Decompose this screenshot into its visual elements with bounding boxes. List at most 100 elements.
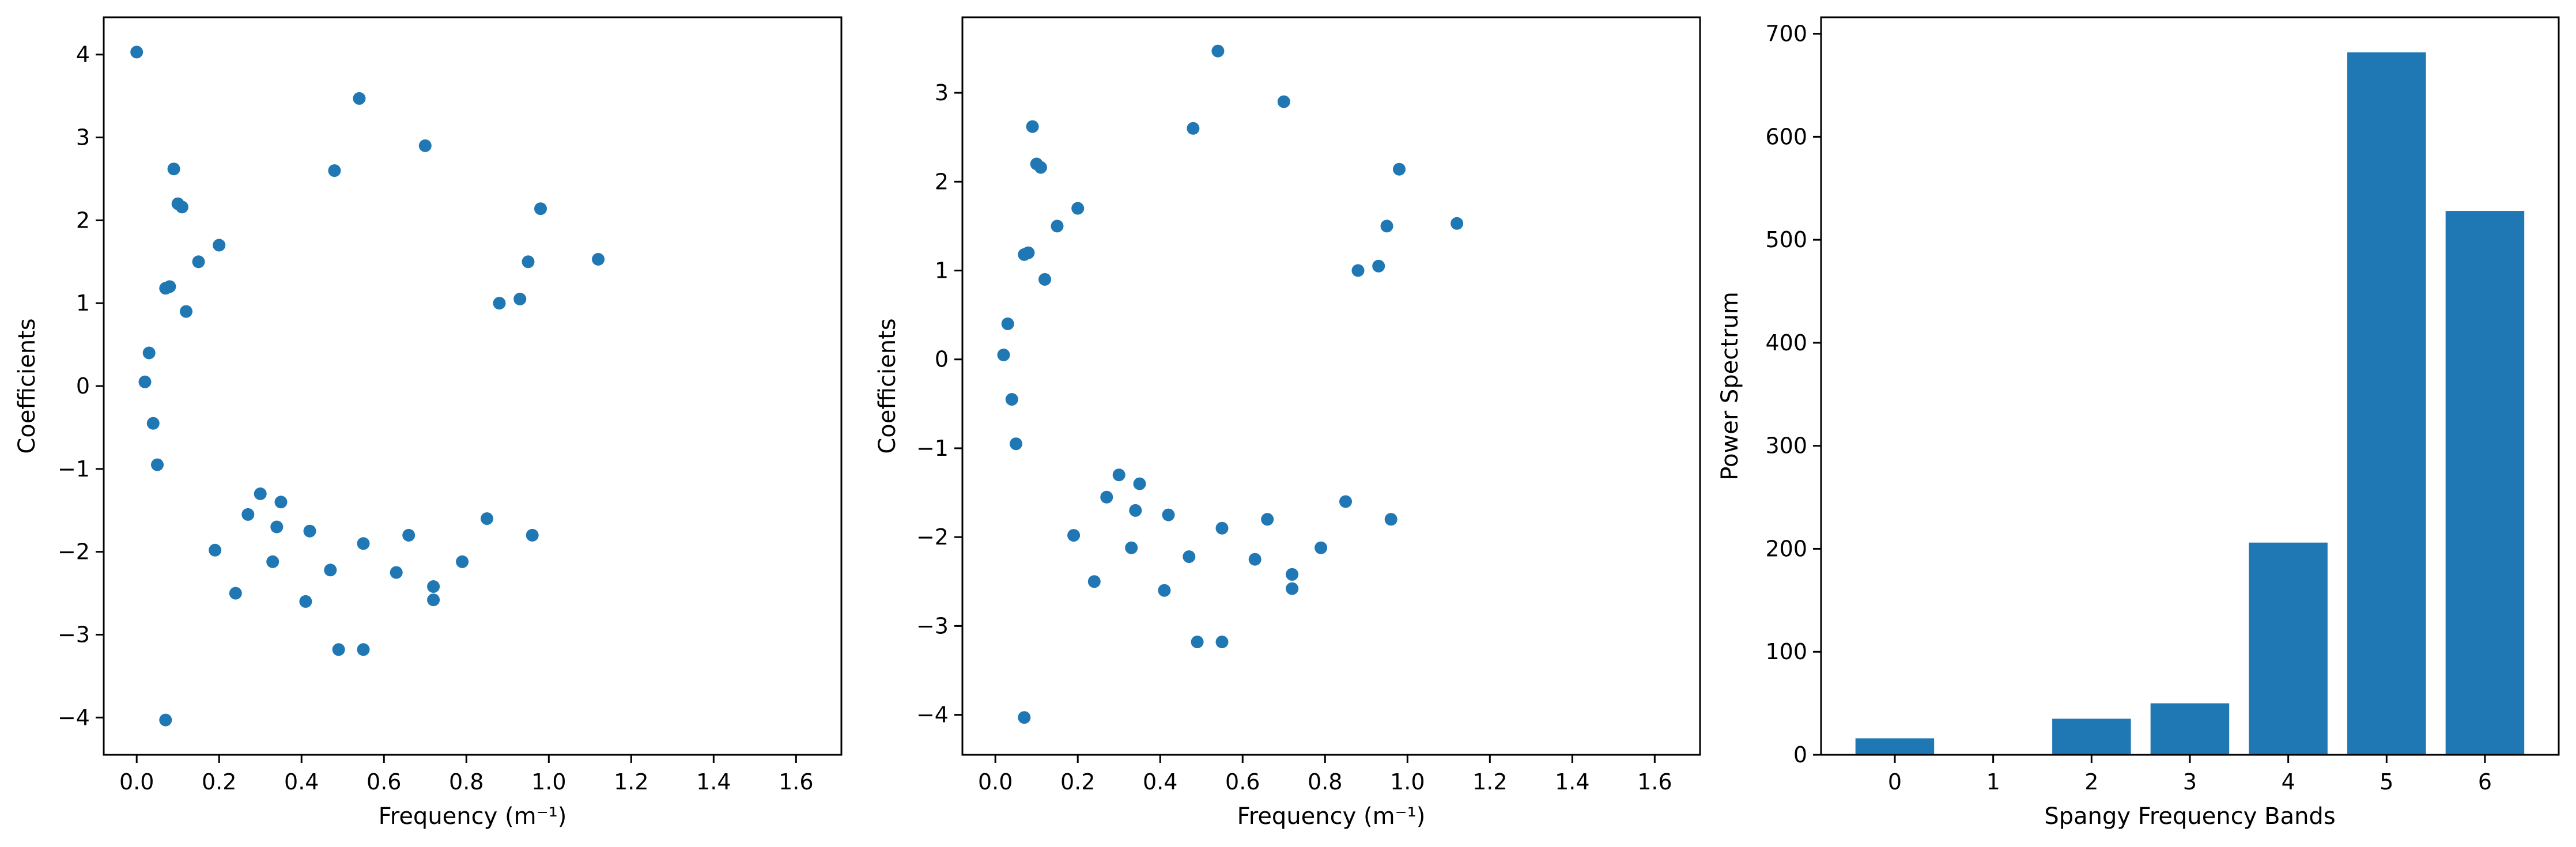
y-tick-label: 1 <box>76 290 90 316</box>
data-point <box>1162 508 1175 521</box>
y-tick-label: −3 <box>916 613 949 638</box>
data-point <box>592 253 605 266</box>
data-point <box>138 375 152 388</box>
data-point <box>151 458 164 471</box>
x-tick-label: 1.0 <box>1390 769 1425 795</box>
data-point <box>1112 468 1125 482</box>
bar-band-5 <box>2347 52 2426 755</box>
y-tick-label: 500 <box>1765 227 1807 252</box>
y-tick-label: −4 <box>916 702 949 728</box>
data-point <box>1038 273 1051 286</box>
data-point <box>353 92 366 105</box>
data-point <box>270 520 284 534</box>
data-point <box>534 202 547 215</box>
bar-band-6 <box>2445 211 2525 755</box>
y-tick-label: 300 <box>1765 433 1807 459</box>
panel-1-frame <box>103 16 843 756</box>
y-tick-label: −4 <box>58 705 90 730</box>
panel-3-bars <box>1855 52 2525 755</box>
panel-3-yticks: 0 100 200 300 400 500 600 700 <box>1765 21 1821 767</box>
data-point <box>1087 575 1101 588</box>
panel-1-ylabel: Coefficients <box>14 318 40 453</box>
panel-2-xticks: 0.0 0.2 0.4 0.6 0.8 1.0 1.2 1.4 1.6 <box>978 755 1672 795</box>
data-point <box>1010 437 1022 451</box>
x-tick-label: 4 <box>2282 769 2295 795</box>
data-point <box>1286 568 1299 581</box>
panel-1-yticks: −4 −3 −2 −1 0 1 2 3 4 <box>58 42 104 730</box>
y-tick-label: 4 <box>76 42 90 67</box>
y-tick-label: 200 <box>1765 536 1807 561</box>
panel-2: 0.0 0.2 0.4 0.6 0.8 1.0 1.2 1.4 1.6 −4 −3 −2 −1 0 1 2 3… <box>874 16 1701 830</box>
x-tick-label: 1.6 <box>1637 769 1672 795</box>
data-point <box>1018 711 1031 724</box>
y-tick-label: −3 <box>58 622 90 647</box>
y-tick-label: 3 <box>76 125 90 150</box>
panel-1: 0.0 0.2 0.4 0.6 0.8 1.0 1.2 1.4 1.6 −4 −3 −2 −1 0 1 2 3… <box>14 16 843 830</box>
data-point <box>493 297 506 310</box>
x-tick-label: 0.6 <box>1225 769 1260 795</box>
bar-band-4 <box>2249 542 2328 755</box>
data-point <box>1451 217 1464 230</box>
data-point <box>418 139 432 152</box>
data-point <box>266 555 279 568</box>
x-tick-label: 0.8 <box>449 769 484 795</box>
y-tick-label: −1 <box>916 436 949 461</box>
data-point <box>1191 636 1204 649</box>
data-point <box>1286 582 1299 595</box>
data-point <box>180 305 192 318</box>
panel-2-xlabel: Frequency (m⁻¹) <box>1237 803 1426 830</box>
x-tick-label: 0.4 <box>1143 769 1177 795</box>
y-tick-label: 0 <box>1793 742 1807 767</box>
data-point <box>1187 122 1200 135</box>
data-point <box>303 524 316 538</box>
data-point <box>513 293 527 305</box>
panel-3-xticks: 0 1 2 3 4 5 6 <box>1888 755 2492 795</box>
y-tick-label: 1 <box>935 258 949 283</box>
data-point <box>1372 259 1385 273</box>
data-point <box>427 593 440 607</box>
y-tick-label: 100 <box>1765 639 1807 664</box>
y-tick-label: 3 <box>935 80 949 105</box>
x-tick-label: 1.2 <box>614 769 648 795</box>
data-point <box>1129 504 1142 517</box>
x-tick-label: 5 <box>2379 769 2393 795</box>
x-tick-label: 0.6 <box>367 769 401 795</box>
x-tick-label: 1.4 <box>1555 769 1589 795</box>
data-point <box>1248 553 1261 566</box>
data-point <box>254 487 267 500</box>
panel-3-xlabel: Spangy Frequency Bands <box>2044 803 2335 830</box>
data-point <box>1211 44 1225 58</box>
data-point <box>427 580 440 593</box>
y-tick-label: 0 <box>76 373 90 399</box>
data-point <box>1380 220 1393 233</box>
data-point <box>299 595 312 608</box>
data-point <box>209 543 222 557</box>
x-tick-label: 1.6 <box>779 769 813 795</box>
panel-3-ylabel: Power Spectrum <box>1717 292 1743 480</box>
data-point <box>1133 477 1146 490</box>
x-tick-label: 3 <box>2183 769 2197 795</box>
x-tick-label: 0.0 <box>119 769 154 795</box>
data-point <box>1026 120 1039 133</box>
bar-band-2 <box>2052 719 2131 755</box>
y-tick-label: 0 <box>935 347 949 372</box>
data-point <box>142 346 156 360</box>
data-point <box>390 566 403 579</box>
y-tick-label: −2 <box>916 524 949 550</box>
data-point <box>324 564 337 577</box>
data-point <box>332 643 345 656</box>
data-point <box>1261 513 1274 526</box>
data-point <box>1215 636 1229 649</box>
data-point <box>167 162 180 176</box>
data-point <box>1100 490 1113 504</box>
data-point <box>1071 202 1085 215</box>
data-point <box>1315 541 1328 554</box>
data-point <box>1393 162 1406 176</box>
x-tick-label: 2 <box>2084 769 2098 795</box>
x-tick-label: 0 <box>1888 769 1902 795</box>
x-tick-label: 1.4 <box>696 769 731 795</box>
data-point <box>1277 95 1290 108</box>
data-point <box>526 528 539 542</box>
y-tick-label: 2 <box>76 207 90 233</box>
